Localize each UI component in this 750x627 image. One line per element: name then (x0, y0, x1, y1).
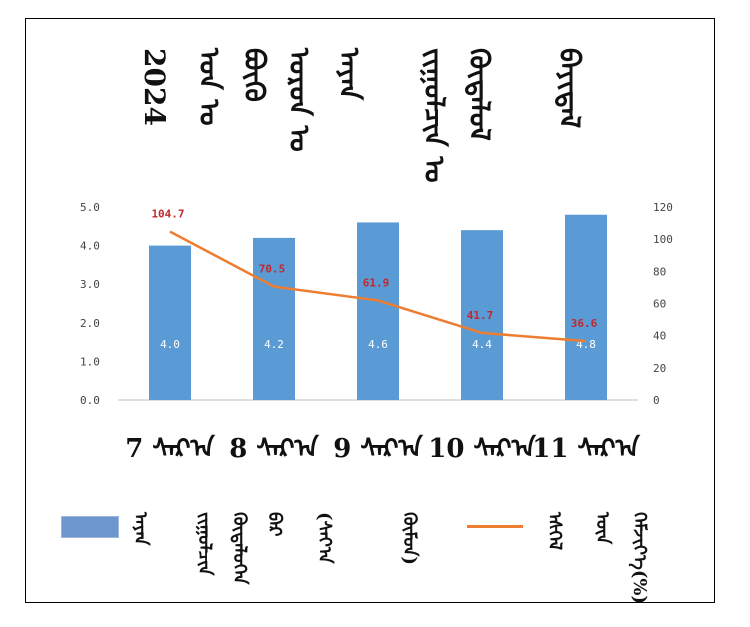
rate-line: 104.7 70.5 61.9 41.7 36.6 (151, 208, 598, 343)
title-col-8: ᠪᠠᠶᠢᠳᠠᠯ (553, 48, 586, 129)
legend-bar-text-5: (ᠰᠠᠶ᠎ᠠ (314, 512, 335, 564)
bar-value-label: 4.4 (472, 338, 492, 351)
left-tick-label: 5.0 (80, 201, 100, 214)
right-tick-label: 0 (653, 394, 660, 407)
bar (357, 222, 399, 400)
category-label: 7 ᠰᠠᠷ᠎ᠠ (125, 434, 215, 464)
legend-line-text-3: ᠬᠡᠮᠵᠢᠶ᠎ᠡ(%) (629, 512, 650, 604)
right-tick-label: 80 (653, 265, 666, 278)
category-labels: 7 ᠰᠠᠷ᠎ᠠ 8 ᠰᠠᠷ᠎ᠠ 9 ᠰᠠᠷ᠎ᠠ 10 ᠰᠠᠷ᠎ᠠ11 ᠰᠠᠷ᠎ᠠ (125, 434, 640, 464)
legend-line-text-2: ᠦᠨ (592, 512, 613, 545)
left-tick-label: 4.0 (80, 240, 100, 253)
title-col-3: ᠪᠦᠬᠦ (238, 48, 271, 102)
line-value-label: 104.7 (151, 208, 184, 221)
legend-line-swatch (467, 525, 523, 528)
legend-bar-swatch (61, 516, 119, 538)
bar-value-label: 4.0 (160, 338, 180, 351)
left-tick-label: 1.0 (80, 355, 100, 368)
legend-bar-text-2: ᠵᠢᠭᠤᠯᠴᠢᠨ (194, 512, 215, 576)
title-col-4: ᠣᠷᠣᠨ ᠤ (283, 48, 316, 152)
chart-title: 2024 ᠣᠨ ᠤ ᠪᠦᠬᠦ ᠣᠷᠣᠨ ᠤ ᠠᠶᠠᠨ ᠵᠢᠭᠤᠯᠴᠢᠨ ᠤ ᠬᠥ… (0, 0, 750, 200)
line-value-label: 36.6 (571, 317, 598, 330)
title-col-2: ᠣᠨ ᠤ (193, 48, 226, 126)
left-tick-label: 3.0 (80, 278, 100, 291)
line-value-label: 70.5 (259, 263, 286, 276)
right-tick-label: 20 (653, 362, 666, 375)
category-label: 9 ᠰᠠᠷ᠎ᠠ (333, 434, 423, 464)
bar (565, 214, 607, 400)
title-col-7: ᠬᠥᠳᠡᠯᠦᠯ (463, 48, 496, 141)
bar (253, 237, 295, 400)
legend-bar-text-3: ᠬᠥᠳᠡᠯᠦᠭᠡᠨ (229, 512, 250, 585)
legend-line-text-1: ᠡᠰᠬᠡᠯ (544, 512, 565, 551)
left-tick-label: 0.0 (80, 394, 100, 407)
line-value-label: 41.7 (467, 309, 494, 322)
bar-value-label: 4.6 (368, 338, 388, 351)
title-col-1: 2024 (138, 48, 171, 126)
category-label: 8 ᠰᠠᠷ᠎ᠠ (229, 434, 319, 464)
legend: ᠠᠶᠠᠨ ᠵᠢᠭᠤᠯᠴᠢᠨ ᠬᠥᠳᠡᠯᠦᠭᠡᠨ ᠪᠡᠷ (ᠰᠠᠶ᠎ᠠ ᠬᠦᠮᠦᠨ… (55, 500, 705, 604)
line-value-label: 61.9 (363, 276, 390, 289)
category-label: 10 ᠰᠠᠷ᠎ᠠ (428, 434, 536, 464)
bars: 4.0 4.2 4.6 4.4 4.8 (149, 214, 607, 400)
category-label: 11 ᠰᠠᠷ᠎ᠠ (532, 434, 640, 464)
right-tick-label: 60 (653, 298, 666, 311)
legend-bar-text-6: ᠬᠦᠮᠦᠨ) (399, 512, 420, 565)
legend-bar-text-4: ᠪᠡᠷ (264, 512, 285, 537)
right-tick-label: 40 (653, 330, 666, 343)
right-tick-label: 120 (653, 201, 673, 214)
left-tick-label: 2.0 (80, 317, 100, 330)
title-col-5: ᠠᠶᠠᠨ (333, 48, 366, 101)
legend-bar-text-1: ᠠᠶᠠᠨ (130, 512, 151, 546)
bar (461, 230, 503, 400)
right-tick-label: 100 (653, 233, 673, 246)
bar (149, 245, 191, 400)
title-col-6: ᠵᠢᠭᠤᠯᠴᠢᠨ ᠤ (418, 48, 451, 183)
bar-value-label: 4.2 (264, 338, 284, 351)
